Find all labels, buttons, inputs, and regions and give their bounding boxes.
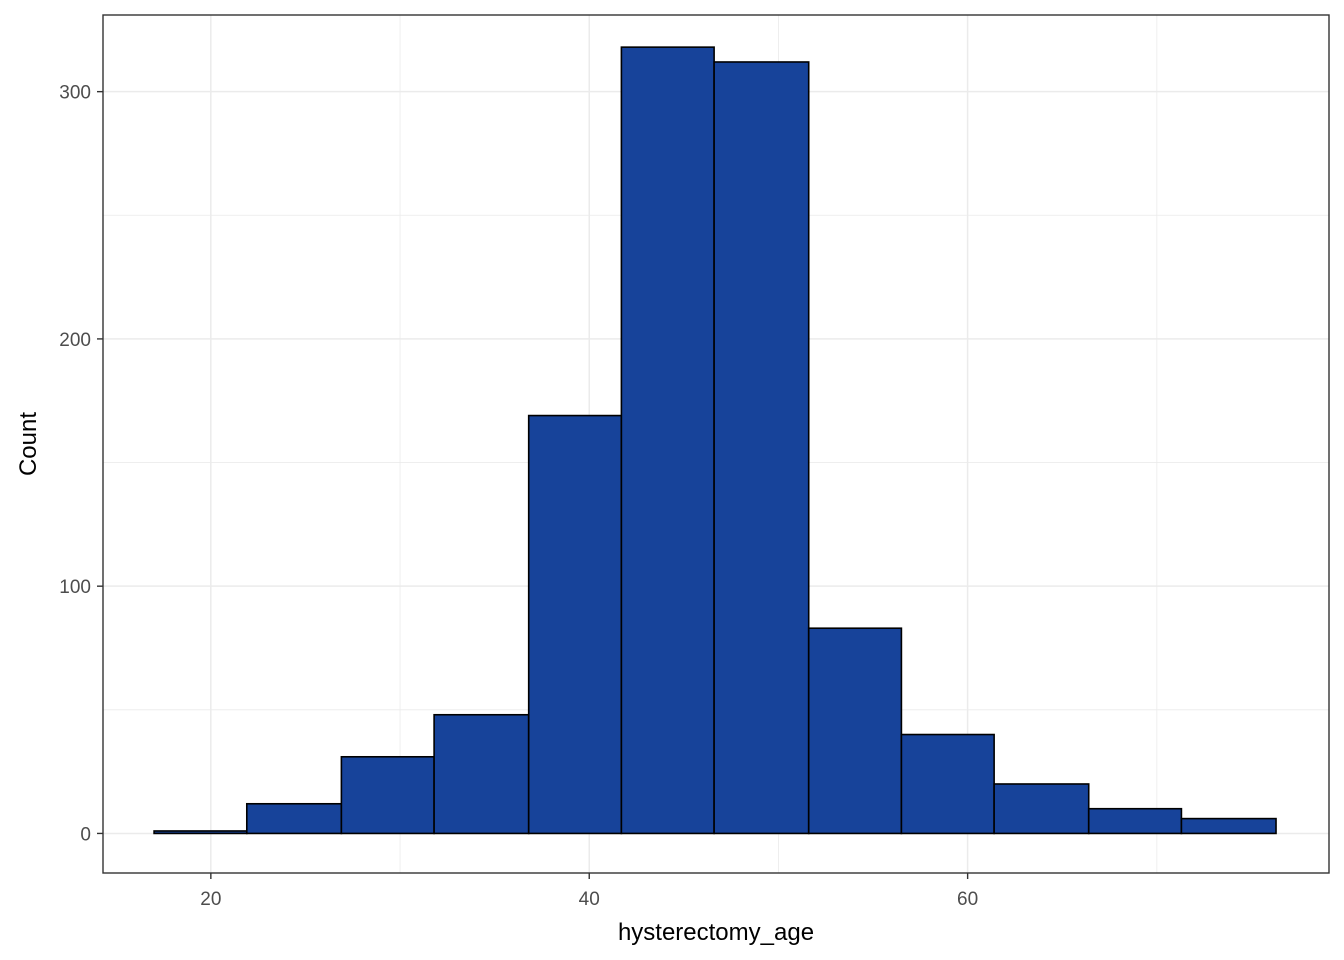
histogram-bar [713, 61, 810, 835]
histogram-bar [807, 627, 903, 835]
x-tick-label: 40 [579, 889, 600, 910]
y-axis-title: Count [15, 412, 42, 476]
histogram-bars [153, 46, 1277, 835]
histogram-bar [527, 414, 623, 835]
y-tick-label: 200 [59, 330, 91, 351]
histogram-bar [245, 802, 343, 835]
y-tick-label: 300 [59, 83, 91, 104]
histogram-bar [153, 830, 248, 835]
histogram-bar [1180, 817, 1277, 835]
histogram-bar [993, 783, 1090, 835]
histogram-bar [900, 733, 995, 835]
x-axis-title: hysterectomy_age [618, 919, 814, 946]
y-tick-label: 0 [80, 824, 91, 845]
x-axis-ticks: 20 40 60 [200, 873, 978, 910]
histogram-bar [340, 755, 435, 835]
histogram-bar [433, 713, 530, 835]
x-tick-label: 60 [957, 889, 978, 910]
panel-border [102, 14, 1330, 874]
histogram-bar [1087, 807, 1183, 835]
histogram-bar [620, 46, 715, 835]
y-tick-label: 100 [59, 577, 91, 598]
x-tick-label: 20 [200, 889, 221, 910]
y-axis-ticks: 0 100 200 300 [59, 83, 103, 845]
